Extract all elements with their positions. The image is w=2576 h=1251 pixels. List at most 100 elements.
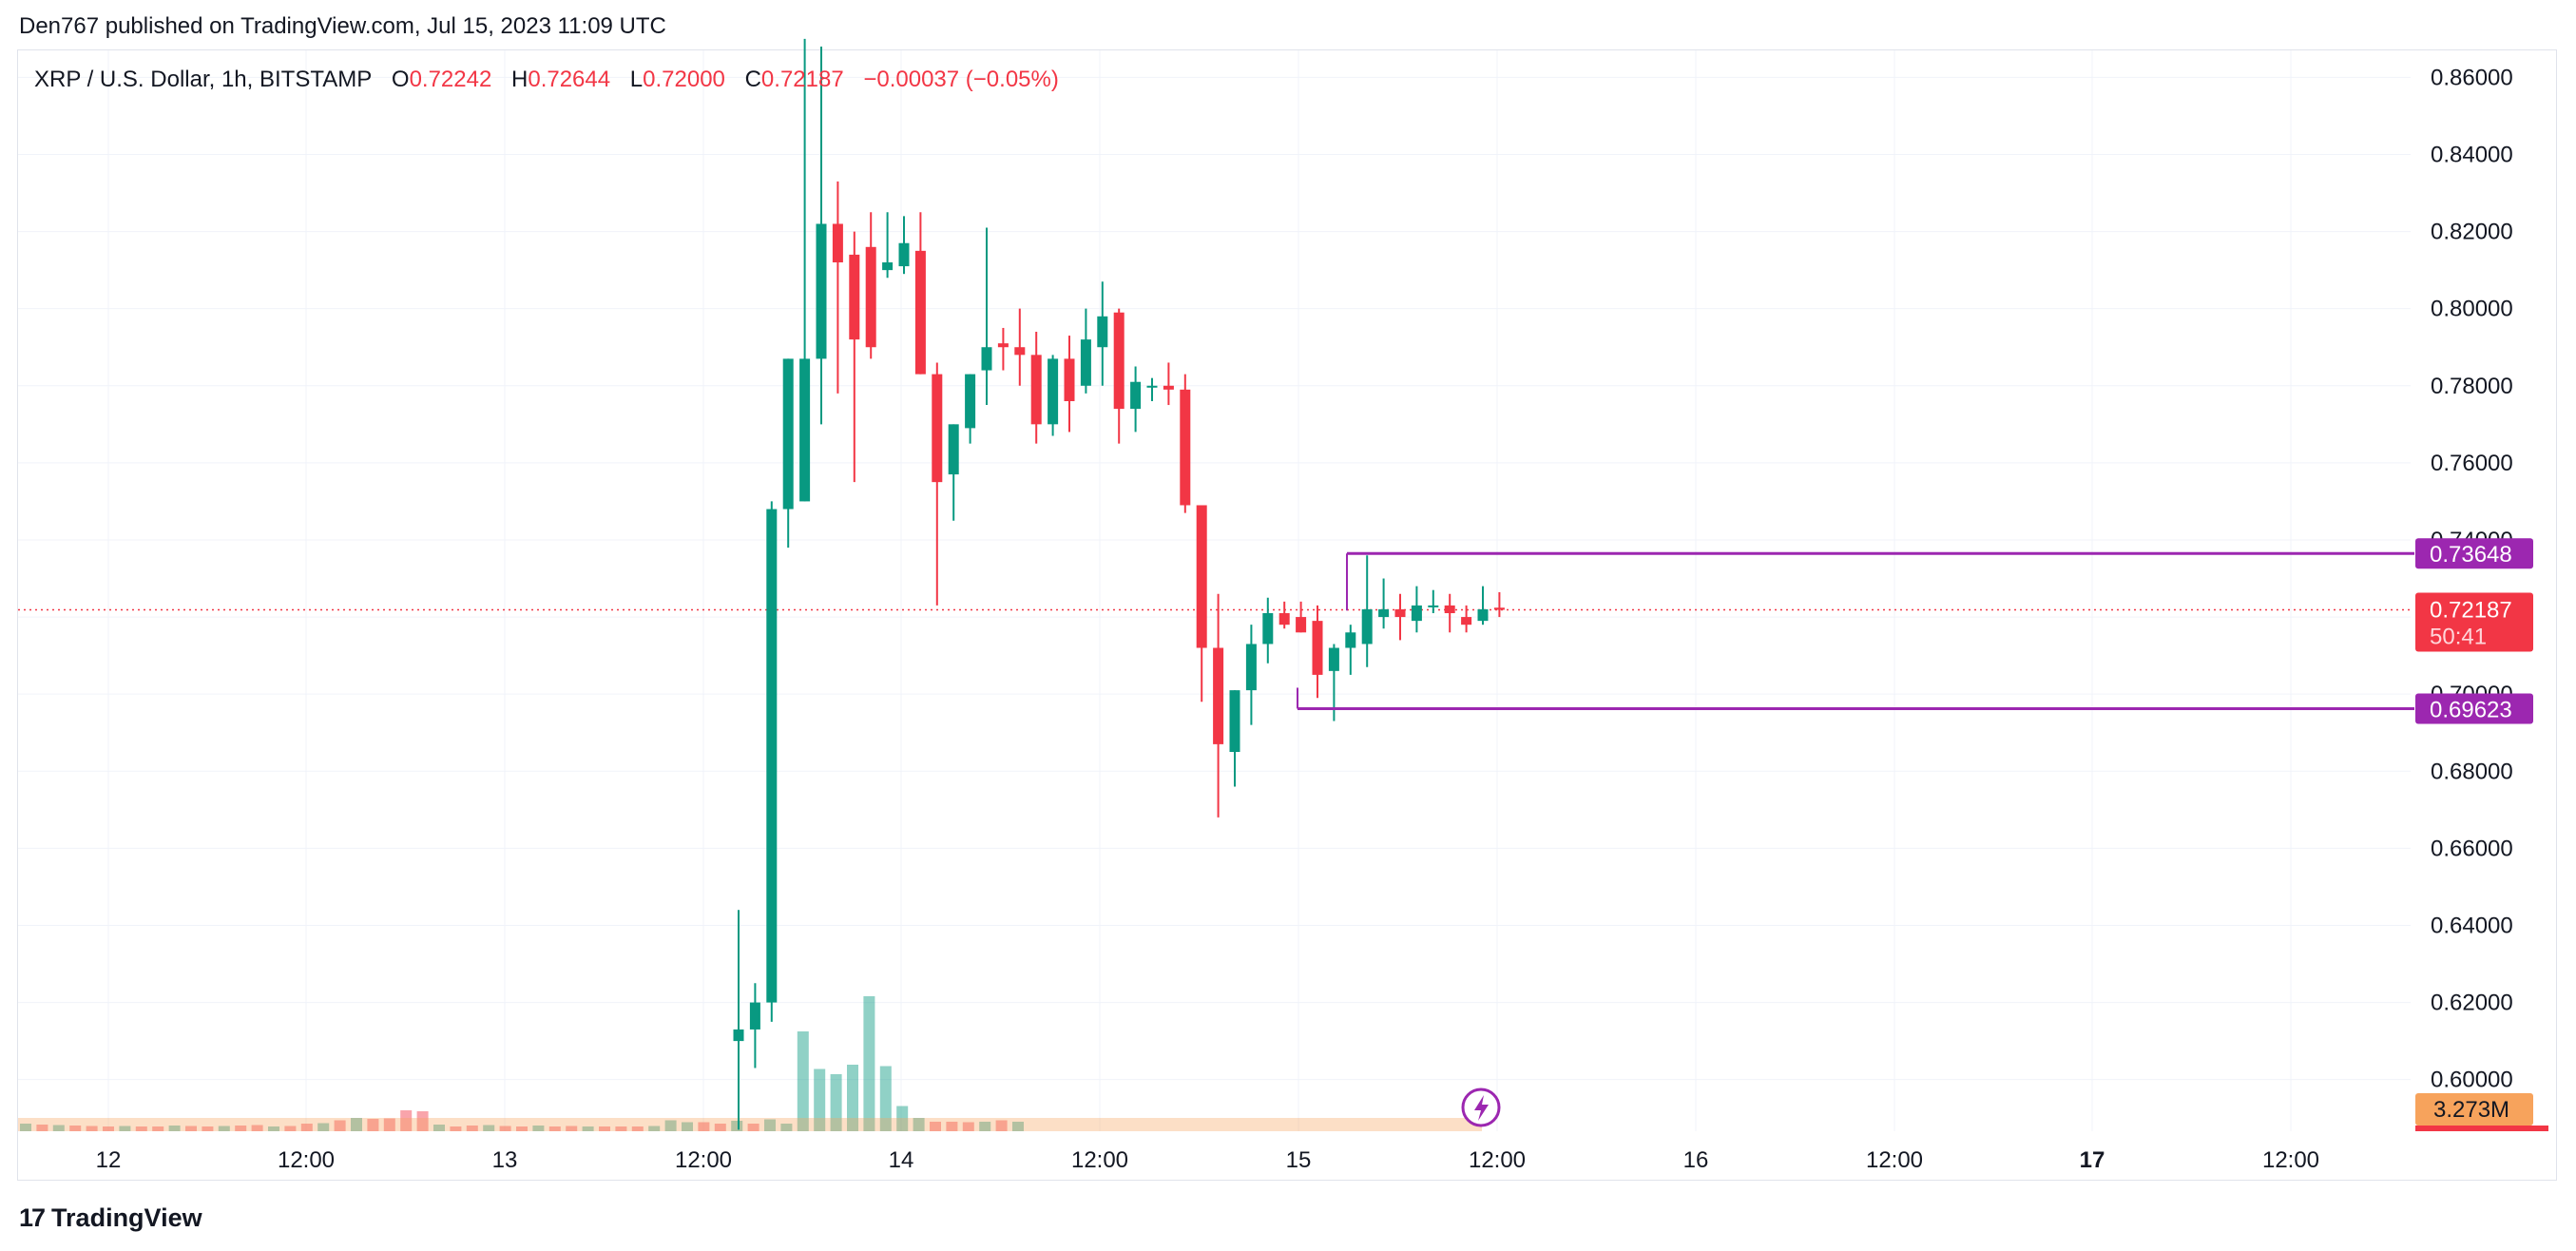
y-tick-label: 0.80000 <box>2431 297 2513 322</box>
volume-bar <box>615 1126 627 1131</box>
volume-bar <box>268 1126 279 1131</box>
level-price-label: 0.73648 <box>2430 542 2512 568</box>
volume-bar <box>185 1126 197 1131</box>
volume-bar <box>516 1126 528 1131</box>
level-price-tag <box>2415 538 2533 569</box>
volume-bar <box>52 1125 65 1131</box>
candle-body <box>1030 355 1042 425</box>
x-tick-label: 12:00 <box>1866 1147 1923 1173</box>
volume-bar <box>317 1123 330 1131</box>
volume-bar <box>648 1126 661 1131</box>
candle-body <box>1080 339 1091 386</box>
x-tick-label: 12:00 <box>278 1147 335 1173</box>
volume-bar <box>300 1124 313 1131</box>
candle-body <box>882 262 894 271</box>
volume-bar <box>913 1118 925 1131</box>
candle-body <box>766 509 778 1003</box>
x-tick-label: 15 <box>1286 1147 1312 1173</box>
y-tick-label: 0.66000 <box>2431 836 2513 861</box>
candle-body <box>948 424 959 475</box>
volume-bar <box>416 1111 429 1131</box>
volume-bar <box>714 1124 726 1131</box>
legend-low-value: 0.72000 <box>643 67 725 92</box>
candle-body <box>1328 647 1339 671</box>
volume-bar <box>433 1125 445 1131</box>
current-price-label: 0.72187 <box>2430 597 2512 623</box>
volume-bar <box>946 1122 958 1131</box>
volume-bar <box>780 1124 793 1131</box>
candle-body <box>1296 617 1307 633</box>
candle-body <box>1245 644 1257 691</box>
candle-body <box>1461 617 1472 626</box>
volume-bar <box>682 1122 693 1131</box>
legend-change: −0.00037 (−0.05%) <box>863 67 1059 92</box>
tradingview-logo[interactable]: 17 TradingView <box>19 1203 202 1233</box>
candle-body <box>749 1002 760 1030</box>
volume-bar <box>582 1126 594 1131</box>
candle-body <box>1477 608 1489 622</box>
candle-body <box>832 223 843 263</box>
x-tick-label: 12:00 <box>1469 1147 1526 1173</box>
volume-ma-band <box>18 1118 1482 1131</box>
volume-bar <box>284 1126 297 1131</box>
y-tick-label: 0.64000 <box>2431 913 2513 938</box>
candle-body <box>733 1029 744 1042</box>
candle-body <box>1213 647 1224 744</box>
volume-bar <box>995 1120 1008 1131</box>
candle-body <box>1493 607 1505 610</box>
volume-bar <box>235 1126 247 1131</box>
candle-body <box>932 374 943 483</box>
volume-bar <box>731 1121 743 1131</box>
candle-body <box>1361 608 1373 645</box>
volume-bar <box>631 1126 644 1131</box>
volume-tag-underline <box>2415 1126 2548 1131</box>
volume-bar <box>747 1124 759 1131</box>
candle-body <box>1146 385 1158 388</box>
candle-body <box>914 250 926 375</box>
volume-bar <box>548 1126 561 1131</box>
x-tick-label: 14 <box>889 1147 914 1173</box>
candle-body <box>865 246 876 348</box>
volume-tag <box>2415 1093 2533 1126</box>
x-tick-label: 17 <box>2080 1147 2105 1173</box>
volume-bar <box>814 1068 826 1131</box>
x-tick-label: 12 <box>96 1147 122 1173</box>
candle-body <box>1378 608 1390 618</box>
volume-bar <box>103 1126 114 1131</box>
x-tick-label: 12:00 <box>675 1147 732 1173</box>
candle-body <box>1411 605 1422 622</box>
volume-bar <box>334 1120 346 1131</box>
y-tick-label: 0.68000 <box>2431 759 2513 784</box>
volume-bar <box>466 1126 478 1131</box>
y-tick-label: 0.60000 <box>2431 1068 2513 1093</box>
chart-pane[interactable] <box>17 49 2557 1181</box>
candle-body <box>1064 358 1075 401</box>
candle-body <box>965 374 976 429</box>
candle-body <box>1312 621 1323 675</box>
symbol-legend: XRP / U.S. Dollar, 1h, BITSTAMP O0.72242… <box>34 67 1059 93</box>
legend-open-value: 0.72242 <box>409 67 492 92</box>
legend-close-value: 0.72187 <box>760 67 844 92</box>
legend-close-label: C <box>744 67 761 92</box>
candle-body <box>1278 613 1290 626</box>
candle-body <box>1048 358 1059 425</box>
volume-bar <box>698 1122 710 1131</box>
y-tick-label: 0.82000 <box>2431 220 2513 245</box>
volume-bar <box>135 1126 147 1131</box>
candle-body <box>1345 632 1356 648</box>
publisher-line: Den767 published on TradingView.com, Jul… <box>19 13 666 39</box>
volume-bar <box>1012 1122 1024 1131</box>
volume-bar <box>979 1122 991 1131</box>
volume-bar <box>202 1126 214 1131</box>
candle-body <box>799 358 811 502</box>
volume-bar <box>119 1126 131 1131</box>
volume-bar <box>20 1124 31 1131</box>
legend-high-label: H <box>511 67 529 92</box>
candle-body <box>1163 385 1174 390</box>
volume-bar <box>797 1031 809 1131</box>
volume-bar <box>450 1126 462 1131</box>
candle-body <box>1180 389 1191 506</box>
volume-bar <box>168 1126 181 1131</box>
level-price-tag <box>2415 693 2533 724</box>
